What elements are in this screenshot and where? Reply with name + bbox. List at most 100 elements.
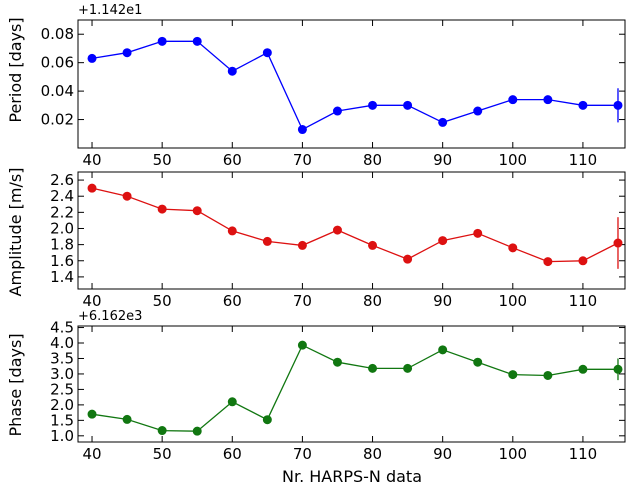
amplitude-series-line	[91, 187, 619, 263]
phase-data-point	[227, 397, 237, 407]
period-x-tick-label: 90	[433, 151, 452, 169]
phase-y-tick-label: 4.5	[50, 319, 74, 337]
amplitude-x-tick-label: 40	[82, 292, 101, 310]
amplitude-data-point	[227, 226, 237, 236]
amplitude-y-tick-label: 2.6	[50, 171, 74, 189]
amplitude-data-point	[122, 191, 132, 201]
period-series-line	[91, 40, 618, 131]
amplitude-x-tick-label: 70	[293, 292, 312, 310]
amplitude-data-point	[578, 256, 588, 266]
phase-plot-frame	[77, 325, 626, 443]
period-y-axis-label: Period [days]	[6, 17, 25, 122]
period-y-tick-label: 0.08	[41, 25, 74, 43]
period-y-tick-label: 0.04	[41, 82, 74, 100]
phase-data-point	[192, 426, 202, 436]
period-data-point	[543, 95, 553, 105]
phase-y-tick-label: 2.0	[50, 396, 74, 414]
phase-y-tick-label: 3.5	[50, 349, 74, 367]
phase-y-tick-label: 1.5	[50, 411, 74, 429]
phase-y-tick-label: 2.5	[50, 380, 74, 398]
phase-data-point	[543, 370, 553, 380]
phase-y-tick-label: 3.0	[50, 365, 74, 383]
phase-data-point	[157, 426, 167, 436]
phase-x-tick-label: 40	[82, 445, 101, 463]
x-axis-label: Nr. HARPS-N data	[282, 467, 422, 486]
phase-series-line	[91, 344, 618, 432]
amplitude-data-point	[192, 206, 202, 216]
amplitude-data-point	[87, 183, 97, 193]
period-plot-frame	[77, 19, 626, 149]
phase-data-point	[122, 414, 132, 424]
amplitude-panel: Amplitude [m/s] 1.41.61.82.02.22.42.6 40 5…	[6, 168, 626, 310]
amplitude-x-tick-label: 110	[569, 292, 598, 310]
amplitude-data-point	[157, 204, 167, 214]
period-x-tick-label: 40	[82, 151, 101, 169]
amplitude-data-point	[332, 225, 342, 235]
phase-y-tick-label: 4.0	[50, 334, 74, 352]
period-data-point	[297, 125, 307, 135]
phase-panel: +6.162e3 Phase [days] Nr. HARPS-N data 1…	[6, 309, 626, 486]
period-data-point	[157, 36, 167, 46]
period-data-point	[508, 95, 518, 105]
amplitude-x-tick-label: 60	[223, 292, 242, 310]
period-data-point	[192, 36, 202, 46]
phase-x-tick-label: 60	[223, 445, 242, 463]
period-y-tick-label: 0.06	[41, 54, 74, 72]
amplitude-data-point	[297, 240, 307, 250]
period-data-point	[613, 100, 623, 110]
phase-x-tick-label: 70	[293, 445, 312, 463]
phase-data-point	[332, 357, 342, 367]
phase-x-tick-label: 90	[433, 445, 452, 463]
amplitude-x-tick-label: 50	[153, 292, 172, 310]
amplitude-data-point	[368, 240, 378, 250]
amplitude-data-point	[262, 236, 272, 246]
phase-data-point	[473, 357, 483, 367]
period-offset-label: +1.142e1	[78, 3, 142, 18]
amplitude-y-tick-label: 1.8	[50, 236, 74, 254]
period-x-tick-label: 80	[363, 151, 382, 169]
period-data-point	[368, 100, 378, 110]
amplitude-data-point	[438, 236, 448, 246]
amplitude-plot-frame	[77, 171, 626, 290]
period-data-point	[87, 53, 97, 63]
period-data-point	[332, 106, 342, 116]
phase-y-axis-label: Phase [days]	[6, 333, 25, 436]
period-data-point	[403, 100, 413, 110]
phase-data-point	[613, 364, 623, 374]
phase-data-point	[297, 340, 307, 350]
period-data-point	[262, 48, 272, 58]
amplitude-data-point	[403, 254, 413, 264]
period-data-point	[473, 106, 483, 116]
phase-y-tick-label: 1.0	[50, 427, 74, 445]
period-data-point	[227, 66, 237, 76]
amplitude-y-tick-label: 1.4	[50, 268, 74, 286]
period-x-tick-label: 110	[569, 151, 598, 169]
phase-x-tick-label: 80	[363, 445, 382, 463]
phase-data-point	[438, 345, 448, 355]
amplitude-y-tick-label: 2.2	[50, 203, 74, 221]
period-x-tick-label: 60	[223, 151, 242, 169]
phase-data-point	[368, 363, 378, 373]
period-y-tick-label: 0.02	[41, 111, 74, 129]
phase-x-tick-label: 100	[498, 445, 527, 463]
period-data-point	[438, 117, 448, 127]
period-x-tick-label: 70	[293, 151, 312, 169]
period-panel: +1.142e1 Period [days] 0.02 0.04 0.06 0.08 4…	[6, 3, 626, 169]
phase-data-point	[403, 363, 413, 373]
amplitude-x-tick-label: 100	[498, 292, 527, 310]
amplitude-data-point	[543, 257, 553, 267]
amplitude-y-tick-label: 2.0	[50, 219, 74, 237]
amplitude-y-tick-label: 1.6	[50, 252, 74, 270]
amplitude-x-tick-label: 90	[433, 292, 452, 310]
amplitude-data-point	[508, 243, 518, 253]
phase-x-tick-label: 110	[569, 445, 598, 463]
amplitude-y-axis-label: Amplitude [m/s]	[6, 168, 25, 297]
phase-data-point	[262, 415, 272, 425]
phase-offset-label: +6.162e3	[78, 309, 142, 324]
amplitude-y-tick-label: 2.4	[50, 187, 74, 205]
phase-data-point	[578, 364, 588, 374]
amplitude-data-point	[473, 228, 483, 238]
phase-x-tick-label: 50	[153, 445, 172, 463]
period-x-tick-label: 50	[153, 151, 172, 169]
